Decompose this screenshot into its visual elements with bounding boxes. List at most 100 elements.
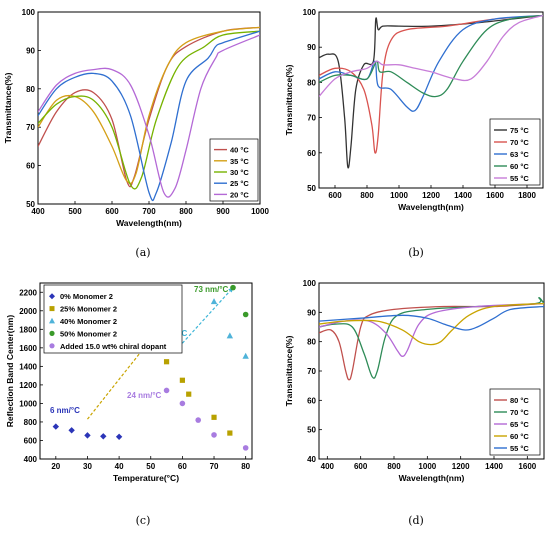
y-tick-label: 50: [307, 426, 316, 435]
data-point: [179, 377, 185, 383]
data-point: [163, 359, 170, 365]
y-tick-label: 70: [307, 367, 316, 376]
y-tick-label: 90: [307, 308, 316, 317]
data-point: [227, 430, 233, 436]
data-point: [230, 284, 236, 291]
x-tick-label: 70: [210, 462, 219, 471]
x-tick-label: 60: [178, 462, 187, 471]
legend-label: Added 15.0 wt% chiral dopant: [60, 342, 167, 351]
caption-a: (a): [135, 246, 150, 259]
y-tick-label: 70: [26, 123, 35, 132]
x-tick-label: 20: [51, 462, 60, 471]
legend-swatch: [49, 343, 55, 349]
plot-frame: [39, 282, 253, 460]
legend-box: [43, 284, 183, 354]
y-axis-label: Transmittance(%): [284, 335, 294, 406]
y-tick-label: 40: [307, 455, 316, 464]
series-line: [319, 305, 544, 331]
y-tick-label: 50: [307, 184, 316, 193]
x-tick-label: 600: [328, 191, 342, 200]
data-point: [226, 332, 234, 339]
legend-swatch: [49, 317, 55, 324]
y-tick-label: 1000: [19, 399, 37, 408]
legend-label: 60 °C: [510, 162, 529, 171]
y-axis-label: Transmittance(%): [284, 64, 294, 135]
legend-label: 60 °C: [510, 432, 529, 441]
x-tick-label: 1000: [418, 462, 436, 471]
x-tick-label: 1000: [390, 191, 408, 200]
legend-label: 0% Monomer 2: [60, 292, 113, 301]
legend-label: 40 °C: [230, 146, 249, 155]
trend-line: [181, 287, 234, 344]
y-tick-label: 90: [26, 46, 35, 55]
data-point: [211, 414, 217, 420]
legend-label: 63 °C: [510, 150, 529, 159]
x-tick-label: 1600: [518, 462, 536, 471]
legend-label: 70 °C: [510, 408, 529, 417]
slope-annotation: 6 nm/°C: [50, 406, 80, 415]
slope-annotation: 73 nm/°C: [194, 285, 229, 294]
data-point: [68, 427, 75, 434]
trend-line: [86, 339, 152, 420]
plot-area: [319, 14, 543, 169]
y-tick-label: 50: [26, 200, 35, 209]
legend-swatch: [49, 293, 55, 300]
x-tick-label: 800: [179, 207, 193, 216]
x-tick-label: 80: [241, 462, 250, 471]
legend-label: 40% Monomer 2: [60, 317, 117, 326]
y-axis-label: Reflection Band Center(nm): [5, 315, 15, 428]
caption-c: (c): [136, 514, 151, 527]
x-tick-label: 400: [31, 207, 45, 216]
y-tick-label: 1600: [19, 344, 37, 353]
legend-label: 25% Monomer 2: [60, 305, 117, 314]
data-point: [211, 432, 217, 438]
legend-label: 80 °C: [510, 396, 529, 405]
series-line: [319, 14, 543, 169]
legend: 75 °C 70 °C 63 °C 60 °C 55 °C: [489, 118, 541, 186]
y-tick-label: 90: [307, 43, 316, 52]
x-tick-label: 600: [105, 207, 119, 216]
legend: 0% Monomer 2 25% Monomer 2 40% Monomer 2 50…: [43, 284, 183, 354]
series-line: [319, 302, 544, 381]
x-axis-label: Wavelength(nm): [116, 218, 182, 228]
x-tick-label: 50: [146, 462, 155, 471]
data-point: [179, 400, 186, 407]
y-tick-label: 2000: [19, 307, 37, 316]
data-point: [52, 423, 60, 430]
data-point: [84, 432, 91, 439]
x-tick-label: 400: [321, 462, 335, 471]
panel-c: 20 30 40 50 60 70 80 400 600 800 1000 1200 1400 1600 1…: [5, 282, 253, 483]
plot-area: [38, 26, 260, 202]
y-tick-label: 1800: [19, 325, 37, 334]
data-point: [210, 298, 218, 305]
y-tick-label: 800: [24, 418, 38, 427]
data-point: [163, 387, 170, 394]
legend: 80 °C 70 °C 65 °C 60 °C 55 °C: [489, 388, 541, 456]
x-tick-label: 1400: [485, 462, 503, 471]
y-tick-label: 60: [26, 162, 35, 171]
legend-label: 65 °C: [510, 420, 529, 429]
panel-a: 400 500 600 700 800 900 1000 50 60 70 80 90 100 Wavel…: [3, 8, 269, 228]
x-tick-label: 1200: [452, 462, 470, 471]
y-tick-label: 100: [303, 8, 317, 17]
series-line: [319, 302, 544, 357]
y-tick-label: 1200: [19, 381, 37, 390]
x-tick-label: 1000: [251, 207, 269, 216]
legend-label: 55 °C: [510, 174, 529, 183]
x-tick-label: 900: [216, 207, 230, 216]
legend-label: 20 °C: [230, 190, 249, 199]
data-point: [242, 311, 249, 318]
data-point: [242, 445, 249, 451]
x-tick-label: 30: [83, 462, 92, 471]
y-tick-label: 400: [24, 455, 38, 464]
x-axis-label: Wavelength(nm): [399, 473, 465, 483]
series-line: [38, 26, 260, 188]
y-tick-label: 60: [307, 149, 316, 158]
y-tick-label: 100: [22, 8, 36, 17]
series-line: [38, 34, 260, 198]
x-tick-label: 700: [142, 207, 156, 216]
y-tick-label: 80: [307, 338, 316, 347]
legend-swatch: [49, 330, 55, 336]
legend: 40 °C 35 °C 30 °C 25 °C 20 °C: [209, 138, 259, 202]
